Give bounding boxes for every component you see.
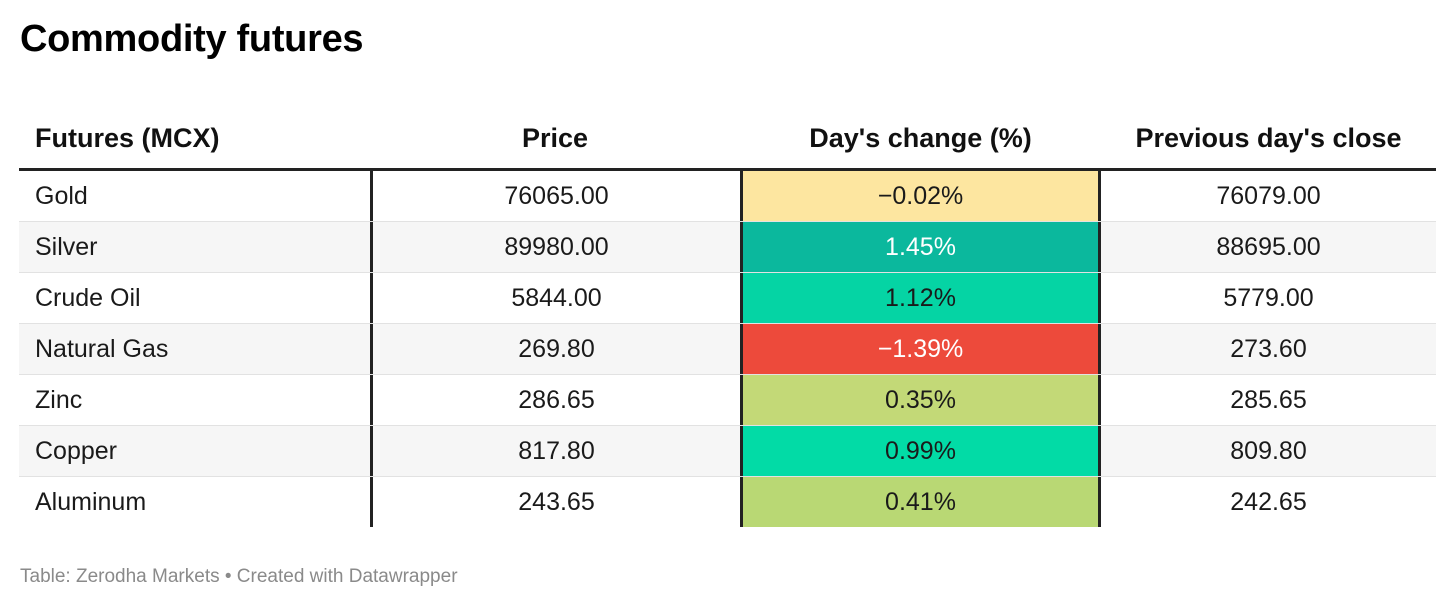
- column-header-price[interactable]: Price: [521, 123, 589, 153]
- commodity-name-cell: Aluminum: [35, 487, 147, 516]
- price-cell: 817.80: [370, 426, 740, 476]
- commodity-name-cell: Natural Gas: [35, 334, 169, 363]
- days-change-cell: 1.45%: [740, 222, 1101, 272]
- days-change-cell: −0.02%: [740, 171, 1101, 221]
- commodity-name-cell: Silver: [35, 232, 98, 261]
- price-cell: 89980.00: [370, 222, 740, 272]
- price-cell: 269.80: [370, 324, 740, 374]
- days-change-cell: 0.99%: [740, 426, 1101, 476]
- previous-close-cell: 285.65: [1230, 385, 1307, 414]
- column-header-days-change[interactable]: Day's change (%): [809, 123, 1032, 153]
- previous-close-cell: 5779.00: [1223, 283, 1314, 312]
- column-header-previous-close[interactable]: Previous day's close: [1135, 123, 1402, 153]
- table-row: Zinc 286.65 0.35% 285.65: [19, 375, 1436, 426]
- commodity-name-cell: Gold: [35, 181, 88, 210]
- commodity-table: Futures (MCX) Price Day's change (%) Pre…: [19, 109, 1436, 527]
- table-row: Gold 76065.00 −0.02% 76079.00: [19, 171, 1436, 222]
- table-row: Copper 817.80 0.99% 809.80: [19, 426, 1436, 477]
- days-change-cell: 0.35%: [740, 375, 1101, 425]
- days-change-cell: 0.41%: [740, 477, 1101, 527]
- table-row: Aluminum 243.65 0.41% 242.65: [19, 477, 1436, 527]
- previous-close-cell: 88695.00: [1216, 232, 1321, 261]
- price-cell: 5844.00: [370, 273, 740, 323]
- previous-close-cell: 76079.00: [1216, 181, 1321, 210]
- table-header: Futures (MCX) Price Day's change (%) Pre…: [19, 109, 1436, 171]
- previous-close-cell: 809.80: [1230, 436, 1307, 465]
- days-change-cell: 1.12%: [740, 273, 1101, 323]
- previous-close-cell: 273.60: [1230, 334, 1307, 363]
- table-footer-credit: Table: Zerodha Markets • Created with Da…: [20, 566, 458, 587]
- price-cell: 243.65: [370, 477, 740, 527]
- previous-close-cell: 242.65: [1230, 487, 1307, 516]
- page-title: Commodity futures: [20, 18, 364, 60]
- commodity-name-cell: Zinc: [35, 385, 83, 414]
- price-cell: 76065.00: [370, 171, 740, 221]
- table-body: Gold 76065.00 −0.02% 76079.00 Silver 89980.00…: [19, 171, 1436, 527]
- table-row: Natural Gas 269.80 −1.39% 273.60: [19, 324, 1436, 375]
- price-cell: 286.65: [370, 375, 740, 425]
- table-row: Silver 89980.00 1.45% 88695.00: [19, 222, 1436, 273]
- days-change-cell: −1.39%: [740, 324, 1101, 374]
- table-row: Crude Oil 5844.00 1.12% 5779.00: [19, 273, 1436, 324]
- commodity-name-cell: Crude Oil: [35, 283, 141, 312]
- commodity-name-cell: Copper: [35, 436, 117, 465]
- column-header-futures[interactable]: Futures (MCX): [35, 123, 220, 153]
